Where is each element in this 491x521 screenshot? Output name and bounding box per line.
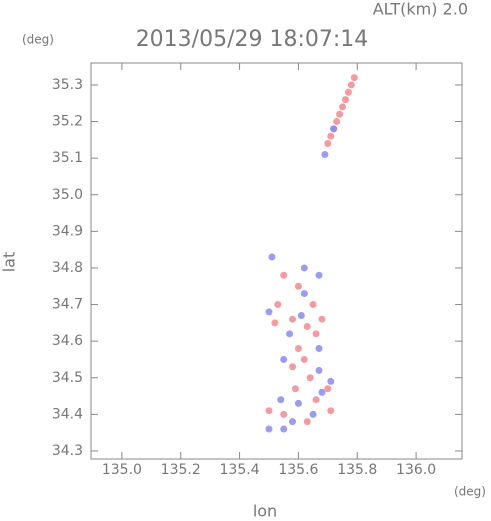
echo-point (286, 330, 294, 338)
echo-point (318, 315, 326, 323)
echo-point (315, 271, 323, 279)
echo-point (280, 425, 288, 433)
altitude-label: ALT(km) 2.0 (373, 0, 468, 19)
y-tick-label: 34.4 (52, 406, 83, 422)
y-tick-label: 34.5 (52, 370, 83, 386)
chart-title: 2013/05/29 18:07:14 (136, 27, 369, 52)
echo-point (327, 407, 335, 415)
y-axis-label: lat (0, 252, 19, 273)
echo-point (312, 396, 320, 404)
y-unit: (deg) (22, 33, 54, 47)
echo-point (300, 264, 308, 272)
echo-point (306, 374, 314, 382)
echo-point (291, 385, 299, 393)
y-tick-label: 34.7 (52, 297, 83, 313)
y-tick-label: 34.8 (52, 260, 83, 276)
y-tick-label: 34.3 (52, 443, 83, 459)
echo-point (268, 253, 276, 261)
echo-point (344, 88, 352, 96)
x-tick-label: 135.4 (220, 462, 260, 478)
echo-point (330, 125, 338, 133)
echo-point (336, 110, 344, 118)
echo-point (333, 118, 341, 126)
echo-point (277, 396, 285, 404)
echo-point (271, 319, 279, 327)
x-axis-label: lon (253, 502, 277, 521)
echo-point (294, 399, 302, 407)
y-tick-label: 35.0 (52, 187, 83, 203)
x-unit: (deg) (454, 485, 486, 499)
echo-point (265, 425, 273, 433)
x-tick-label: 135.2 (161, 462, 201, 478)
echo-point (315, 344, 323, 352)
echo-point (280, 271, 288, 279)
echo-point (350, 74, 358, 82)
echo-point (318, 388, 326, 396)
echo-point (265, 308, 273, 316)
echo-point (300, 290, 308, 298)
echo-point (297, 312, 305, 320)
echo-point (341, 96, 349, 104)
y-tick-label: 34.9 (52, 223, 83, 239)
echo-point (309, 410, 317, 418)
y-tick-label: 35.1 (52, 150, 83, 166)
echo-point (309, 301, 317, 309)
echo-point (265, 407, 273, 415)
echo-point (280, 410, 288, 418)
echo-point (280, 355, 288, 363)
echo-point (321, 150, 329, 158)
echo-point (339, 103, 347, 111)
y-tick-label: 34.6 (52, 333, 83, 349)
x-tick-label: 136.0 (396, 462, 436, 478)
x-tick-label: 135.8 (337, 462, 377, 478)
echo-point (294, 344, 302, 352)
echo-point (300, 355, 308, 363)
echo-point (327, 132, 335, 140)
echo-point (324, 140, 332, 148)
echo-point (294, 282, 302, 290)
echo-point (303, 323, 311, 331)
plot-frame (90, 62, 463, 460)
x-tick-label: 135.6 (278, 462, 318, 478)
echo-point (315, 366, 323, 374)
echo-point (289, 315, 297, 323)
x-tick-label: 135.0 (102, 462, 142, 478)
echo-point (289, 418, 297, 426)
echo-point (303, 418, 311, 426)
echo-point (289, 363, 297, 371)
y-tick-label: 35.3 (52, 77, 83, 93)
echo-point (347, 81, 355, 89)
y-tick-label: 35.2 (52, 114, 83, 130)
echo-point (327, 377, 335, 385)
echo-point (312, 330, 320, 338)
echo-point (324, 385, 332, 393)
echo-point (274, 301, 282, 309)
